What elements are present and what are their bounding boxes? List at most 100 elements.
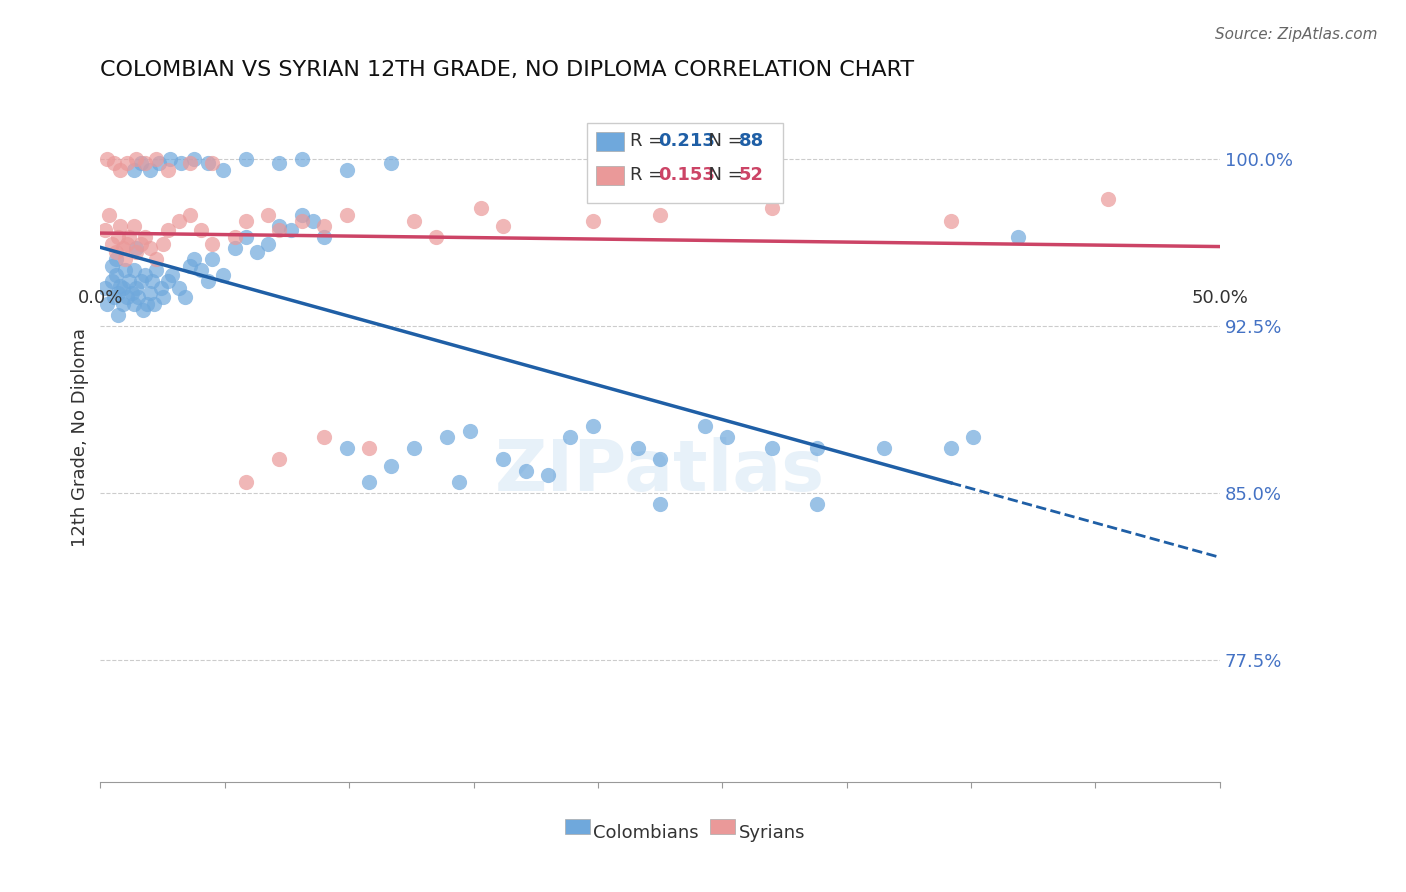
Point [134,156,156,170]
Point [357,475,380,489]
Text: 0.213: 0.213 [658,131,714,150]
Point [143,296,166,310]
Point [357,442,380,456]
Point [627,442,650,456]
Point [190,223,212,237]
Point [235,475,257,489]
Point [118,230,141,244]
Point [111,241,134,255]
Point [125,152,148,166]
Point [134,230,156,244]
Point [145,152,167,166]
Point [402,214,425,228]
Point [94,281,117,295]
Point [212,163,235,178]
Point [152,236,174,251]
Point [648,497,671,511]
Point [291,208,314,222]
Point [179,259,201,273]
Point [174,290,197,304]
Point [1007,230,1029,244]
Point [492,219,515,233]
Point [96,296,118,310]
Point [100,274,122,288]
Point [145,252,167,267]
Point [560,430,582,444]
Point [111,281,134,295]
Point [138,163,160,178]
Point [125,241,148,255]
Point [129,156,152,170]
Point [121,285,143,300]
Point [380,459,402,474]
Point [693,419,716,434]
Point [648,208,671,222]
Text: 0.153: 0.153 [658,166,714,184]
Point [436,430,458,444]
Point [269,156,291,170]
Text: N =: N = [697,166,748,184]
Point [129,274,152,288]
Point [100,259,122,273]
Point [235,214,257,228]
Point [257,236,280,251]
Point [107,285,129,300]
Point [103,156,125,170]
Point [761,442,783,456]
Point [94,223,117,237]
Text: N =: N = [697,131,748,150]
Point [1097,192,1119,206]
Point [114,263,136,277]
Point [110,278,132,293]
Point [582,214,605,228]
Point [280,223,302,237]
FancyBboxPatch shape [565,819,589,834]
Point [515,464,537,478]
Point [201,156,224,170]
Point [115,156,138,170]
FancyBboxPatch shape [710,819,735,834]
Point [136,296,159,310]
Point [138,241,160,255]
Point [148,156,170,170]
Point [257,208,280,222]
Text: Source: ZipAtlas.com: Source: ZipAtlas.com [1215,27,1378,42]
Point [110,163,132,178]
Point [291,152,314,166]
Point [458,424,481,438]
Point [939,442,962,456]
Point [302,214,325,228]
Point [235,152,257,166]
Point [269,452,291,467]
Point [224,230,246,244]
Point [939,214,962,228]
Point [447,475,470,489]
Point [111,296,134,310]
Point [138,285,160,300]
Point [122,163,145,178]
Point [167,281,190,295]
Point [96,152,118,166]
Point [115,236,138,251]
Point [125,245,148,260]
Point [269,223,291,237]
Point [132,303,155,318]
Text: 88: 88 [738,131,763,150]
Point [806,497,828,511]
Point [648,452,671,467]
Point [314,430,336,444]
Text: Colombians: Colombians [593,823,699,841]
Point [105,252,128,267]
Point [115,290,138,304]
Point [336,442,359,456]
Point [224,241,246,255]
Point [962,430,984,444]
Point [212,268,235,282]
Point [122,263,145,277]
Point [107,308,129,322]
Point [235,230,257,244]
Text: 52: 52 [738,166,763,184]
Point [160,268,183,282]
Text: 0.0%: 0.0% [77,289,124,307]
Point [156,163,179,178]
